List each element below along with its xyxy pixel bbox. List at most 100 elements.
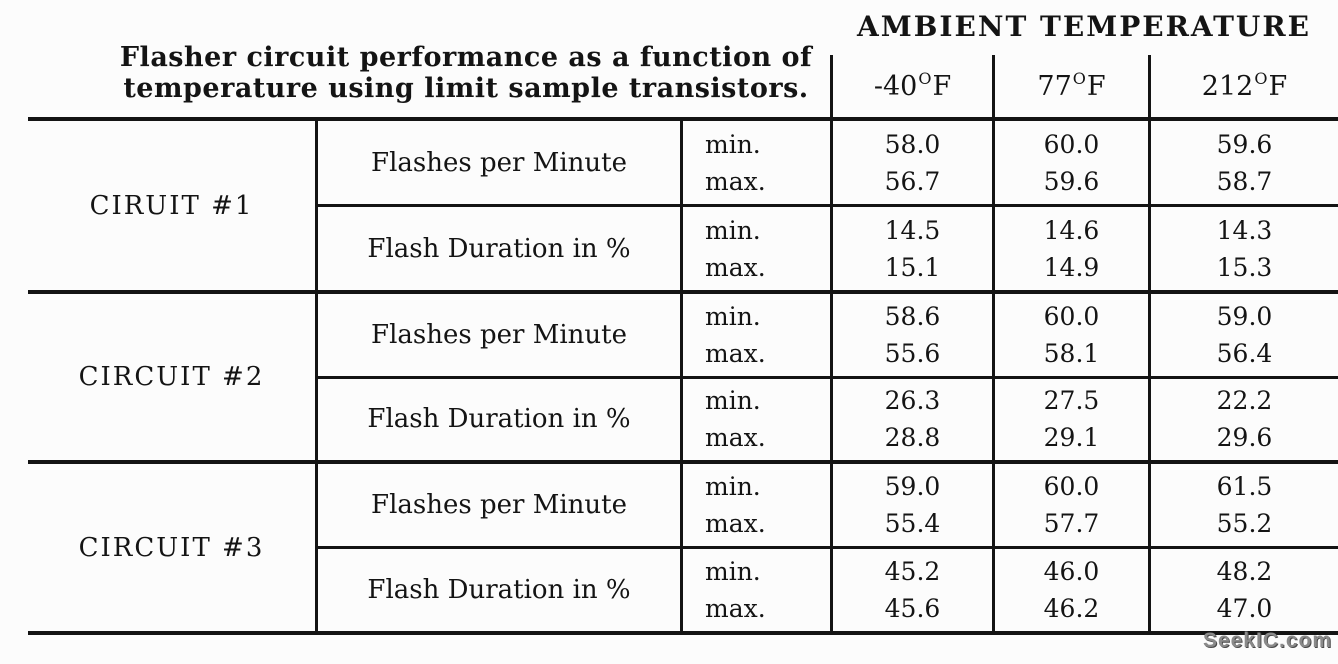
min-value: 60.0: [1043, 301, 1100, 331]
value-cell: 58.6 55.6: [830, 294, 992, 376]
max-label: max.: [705, 594, 766, 623]
min-value: 59.0: [1216, 301, 1273, 331]
minmax-cell: min. max.: [680, 464, 830, 546]
value-cell: 59.0 55.4: [830, 464, 992, 546]
min-value: 45.2: [884, 557, 941, 586]
min-label: min.: [705, 129, 761, 159]
table-row: Flash Duration in % min. max. 45.2 45.6 …: [318, 546, 1338, 631]
parameter-label: Flashes per Minute: [371, 490, 627, 520]
value-cell: 14.3 15.3: [1148, 207, 1338, 290]
max-value: 58.1: [1043, 338, 1100, 368]
parameter-label: Flash Duration in %: [367, 233, 631, 264]
minmax-cell: min. max.: [680, 549, 830, 631]
temp-unit: F: [932, 70, 952, 102]
value-cell: 48.2 47.0: [1148, 549, 1338, 631]
value-cell: 60.0 59.6: [992, 121, 1148, 204]
caption-line-2: temperature using limit sample transisto…: [123, 73, 809, 104]
min-label: min.: [705, 557, 761, 586]
minmax-cell: min. max.: [680, 121, 830, 204]
min-value: 48.2: [1216, 557, 1273, 586]
value-cell: 46.0 46.2: [992, 549, 1148, 631]
circuit-1-label: CIRUIT #1: [89, 190, 254, 221]
min-value: 59.0: [884, 472, 941, 501]
min-value: 14.3: [1216, 215, 1273, 245]
parameter-label: Flash Duration in %: [367, 404, 631, 435]
min-value: 27.5: [1043, 386, 1100, 416]
min-label: min.: [705, 386, 761, 416]
circuit-2-label: CIRCUIT #2: [78, 362, 265, 392]
min-value: 60.0: [1043, 472, 1100, 501]
temperature-header-row: -40 O F 77 O F 212 O F: [830, 55, 1338, 117]
temp-unit: F: [1268, 70, 1288, 102]
max-value: 56.7: [884, 166, 941, 196]
table-caption: Flasher circuit performance as a functio…: [95, 42, 837, 104]
value-cell: 60.0 58.1: [992, 294, 1148, 376]
max-value: 15.3: [1216, 252, 1273, 282]
min-value: 61.5: [1216, 472, 1273, 501]
table-row: Flash Duration in % min. max. 26.3 28.8 …: [318, 375, 1338, 460]
max-value: 59.6: [1043, 166, 1100, 196]
temp-value: 212: [1201, 70, 1254, 102]
value-cell: 26.3 28.8: [830, 378, 992, 460]
max-value: 15.1: [884, 252, 941, 282]
parameter-label: Flash Duration in %: [367, 575, 631, 605]
temp-column-header-77f: 77 O F: [992, 55, 1148, 117]
temp-column-header-212f: 212 O F: [1148, 55, 1338, 117]
max-value: 29.1: [1043, 423, 1100, 453]
max-value: 14.9: [1043, 252, 1100, 282]
max-value: 46.2: [1043, 594, 1100, 623]
min-label: min.: [705, 215, 761, 245]
value-cell: 58.0 56.7: [830, 121, 992, 204]
circuit-2-block: CIRCUIT #2 Flashes per Minute min. max. …: [28, 290, 1338, 460]
temp-value: 77: [1037, 70, 1072, 102]
parameter-label: Flashes per Minute: [371, 319, 627, 350]
max-label: max.: [705, 166, 766, 196]
max-value: 55.6: [884, 338, 941, 368]
max-label: max.: [705, 252, 766, 282]
circuit-1-block: CIRUIT #1 Flashes per Minute min. max. 5…: [28, 121, 1338, 290]
value-cell: 60.0 57.7: [992, 464, 1148, 546]
max-value: 56.4: [1216, 338, 1273, 368]
max-value: 58.7: [1216, 166, 1273, 196]
max-value: 45.6: [884, 594, 941, 623]
table-row: Flashes per Minute min. max. 58.0 56.7 6…: [318, 121, 1338, 204]
min-value: 14.5: [884, 215, 941, 245]
value-cell: 27.5 29.1: [992, 378, 1148, 460]
table-row: Flashes per Minute min. max. 58.6 55.6 6…: [318, 294, 1338, 376]
table-row: Flashes per Minute min. max. 59.0 55.4 6…: [318, 464, 1338, 546]
value-cell: 59.0 56.4: [1148, 294, 1338, 376]
max-value: 55.2: [1216, 509, 1273, 538]
performance-table: CIRUIT #1 Flashes per Minute min. max. 5…: [28, 117, 1338, 635]
max-value: 55.4: [884, 509, 941, 538]
value-cell: 22.2 29.6: [1148, 378, 1338, 460]
parameter-label: Flashes per Minute: [371, 147, 627, 178]
min-value: 26.3: [884, 386, 941, 416]
min-value: 14.6: [1043, 215, 1100, 245]
circuit-3-rows: Flashes per Minute min. max. 59.0 55.4 6…: [315, 464, 1338, 631]
minmax-cell: min. max.: [680, 207, 830, 290]
temp-unit: F: [1086, 70, 1106, 102]
max-label: max.: [705, 338, 766, 368]
min-value: 59.6: [1216, 129, 1273, 159]
value-cell: 61.5 55.2: [1148, 464, 1338, 546]
seekic-watermark: SeekIC.com: [1202, 629, 1332, 652]
ambient-temperature-title: AMBIENT TEMPERATURE: [857, 10, 1311, 43]
value-cell: 14.6 14.9: [992, 207, 1148, 290]
max-label: max.: [705, 509, 766, 538]
min-value: 22.2: [1216, 386, 1273, 416]
circuit-3-block: CIRCUIT #3 Flashes per Minute min. max. …: [28, 460, 1338, 631]
max-value: 47.0: [1216, 594, 1273, 623]
max-label: max.: [705, 423, 766, 453]
minmax-cell: min. max.: [680, 294, 830, 376]
circuit-3-label: CIRCUIT #3: [78, 532, 265, 563]
max-value: 28.8: [884, 423, 941, 453]
min-value: 60.0: [1043, 129, 1100, 159]
table-row: Flash Duration in % min. max. 14.5 15.1 …: [318, 204, 1338, 290]
circuit-1-rows: Flashes per Minute min. max. 58.0 56.7 6…: [315, 121, 1338, 290]
caption-line-1: Flasher circuit performance as a functio…: [119, 42, 813, 73]
temp-column-header-minus40f: -40 O F: [830, 55, 992, 117]
max-value: 57.7: [1043, 509, 1100, 538]
min-value: 46.0: [1043, 557, 1100, 586]
min-value: 58.0: [884, 129, 941, 159]
